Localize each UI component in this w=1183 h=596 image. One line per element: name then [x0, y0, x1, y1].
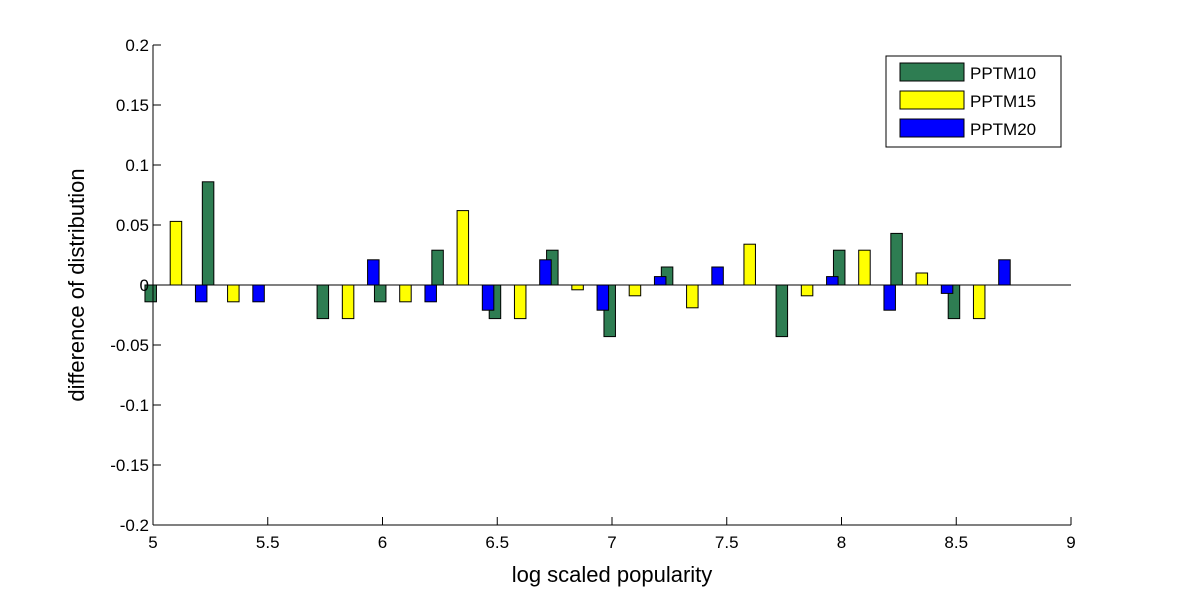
legend-label-pptm20: PPTM20	[970, 120, 1036, 139]
y-tick-label: 0.1	[125, 156, 149, 175]
x-tick-label: 6.5	[485, 533, 509, 552]
y-tick-label: -0.1	[120, 396, 149, 415]
bar-pptm15-11	[859, 250, 871, 285]
x-tick-label: 5.5	[256, 533, 280, 552]
x-tick-label: 8	[837, 533, 846, 552]
y-axis-title: difference of distribution	[64, 168, 89, 401]
y-tick-label: -0.2	[120, 516, 149, 535]
x-tick-label: 7	[607, 533, 616, 552]
bar-pptm10-4	[432, 250, 444, 285]
bar-pptm15-4	[457, 211, 469, 285]
bar-pptm15-2	[342, 285, 354, 319]
y-tick-label: 0	[140, 276, 149, 295]
bar-pptm20-6	[597, 285, 609, 310]
legend-swatch-pptm10	[900, 63, 964, 81]
x-axis-title: log scaled popularity	[512, 562, 713, 587]
bar-pptm20-3	[425, 285, 437, 302]
x-tick-label: 5	[148, 533, 157, 552]
y-tick-label: 0.2	[125, 36, 149, 55]
legend-swatch-pptm20	[900, 119, 964, 137]
bar-pptm20-4	[482, 285, 494, 310]
bar-pptm10-10	[776, 285, 788, 337]
bar-pptm15-12	[916, 273, 928, 285]
bar-pptm15-13	[973, 285, 985, 319]
x-tick-label: 6	[378, 533, 387, 552]
legend-label-pptm10: PPTM10	[970, 64, 1036, 83]
bar-pptm10-12	[891, 233, 903, 285]
bar-pptm10-2	[317, 285, 329, 319]
bar-pptm20-11	[884, 285, 896, 310]
bar-pptm20-13	[999, 260, 1011, 285]
bar-pptm20-0	[195, 285, 207, 302]
x-tick-label: 7.5	[715, 533, 739, 552]
bar-pptm20-8	[712, 267, 724, 285]
bar-pptm15-0	[170, 221, 182, 285]
legend-swatch-pptm15	[900, 91, 964, 109]
bar-pptm15-10	[801, 285, 813, 296]
y-tick-label: 0.15	[116, 96, 149, 115]
bar-pptm20-10	[827, 277, 839, 285]
y-tick-label: 0.05	[116, 216, 149, 235]
bar-pptm15-7	[629, 285, 641, 296]
legend-label-pptm15: PPTM15	[970, 92, 1036, 111]
bar-pptm15-6	[572, 285, 584, 290]
bar-pptm15-1	[228, 285, 240, 302]
x-tick-label: 8.5	[944, 533, 968, 552]
bar-pptm10-1	[202, 182, 214, 285]
y-tick-label: -0.05	[110, 336, 149, 355]
bar-pptm10-3	[374, 285, 386, 302]
bar-pptm20-5	[540, 260, 552, 285]
legend: PPTM10 PPTM15 PPTM20	[886, 56, 1061, 147]
bar-pptm20-1	[253, 285, 265, 302]
bar-pptm20-7	[654, 277, 666, 285]
bar-pptm15-5	[514, 285, 526, 319]
bar-pptm20-12	[941, 285, 953, 293]
x-tick-label: 9	[1066, 533, 1075, 552]
bar-pptm20-2	[368, 260, 380, 285]
bar-pptm15-3	[400, 285, 412, 302]
bar-pptm15-8	[687, 285, 699, 308]
bar-pptm15-9	[744, 244, 756, 285]
y-tick-label: -0.15	[110, 456, 149, 475]
